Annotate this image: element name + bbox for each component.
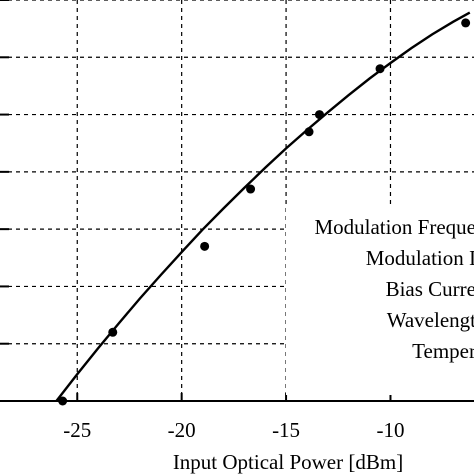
annotation-line: Wavelengt (387, 308, 474, 332)
fit-line (55, 11, 471, 402)
annotation-background (286, 205, 474, 395)
data-point (461, 18, 471, 28)
annotation-line: Modulation I (366, 246, 474, 270)
data-point (314, 110, 324, 120)
data-point (375, 64, 385, 74)
annotation-box: Modulation Freque Modulation I Bias Curre W… (286, 205, 474, 395)
data-point (58, 396, 68, 406)
x-tick-label: -10 (376, 418, 404, 442)
annotation-line: Modulation Freque (314, 215, 474, 239)
fit-line-group (55, 11, 471, 402)
annotation-line: Bias Curre (386, 277, 474, 301)
data-points (58, 18, 471, 406)
x-axis-label: Input Optical Power [dBm] (173, 450, 403, 474)
x-tick-label: -20 (168, 418, 196, 442)
data-point (304, 127, 314, 137)
x-tick-label: -15 (272, 418, 300, 442)
annotation-line: Temper (412, 339, 474, 363)
data-point (200, 241, 210, 251)
axes (0, 0, 474, 402)
data-point (108, 327, 118, 337)
x-tick-labels: -25 -20 -15 -10 (63, 418, 404, 442)
x-tick-label: -25 (63, 418, 91, 442)
data-point (246, 184, 256, 194)
